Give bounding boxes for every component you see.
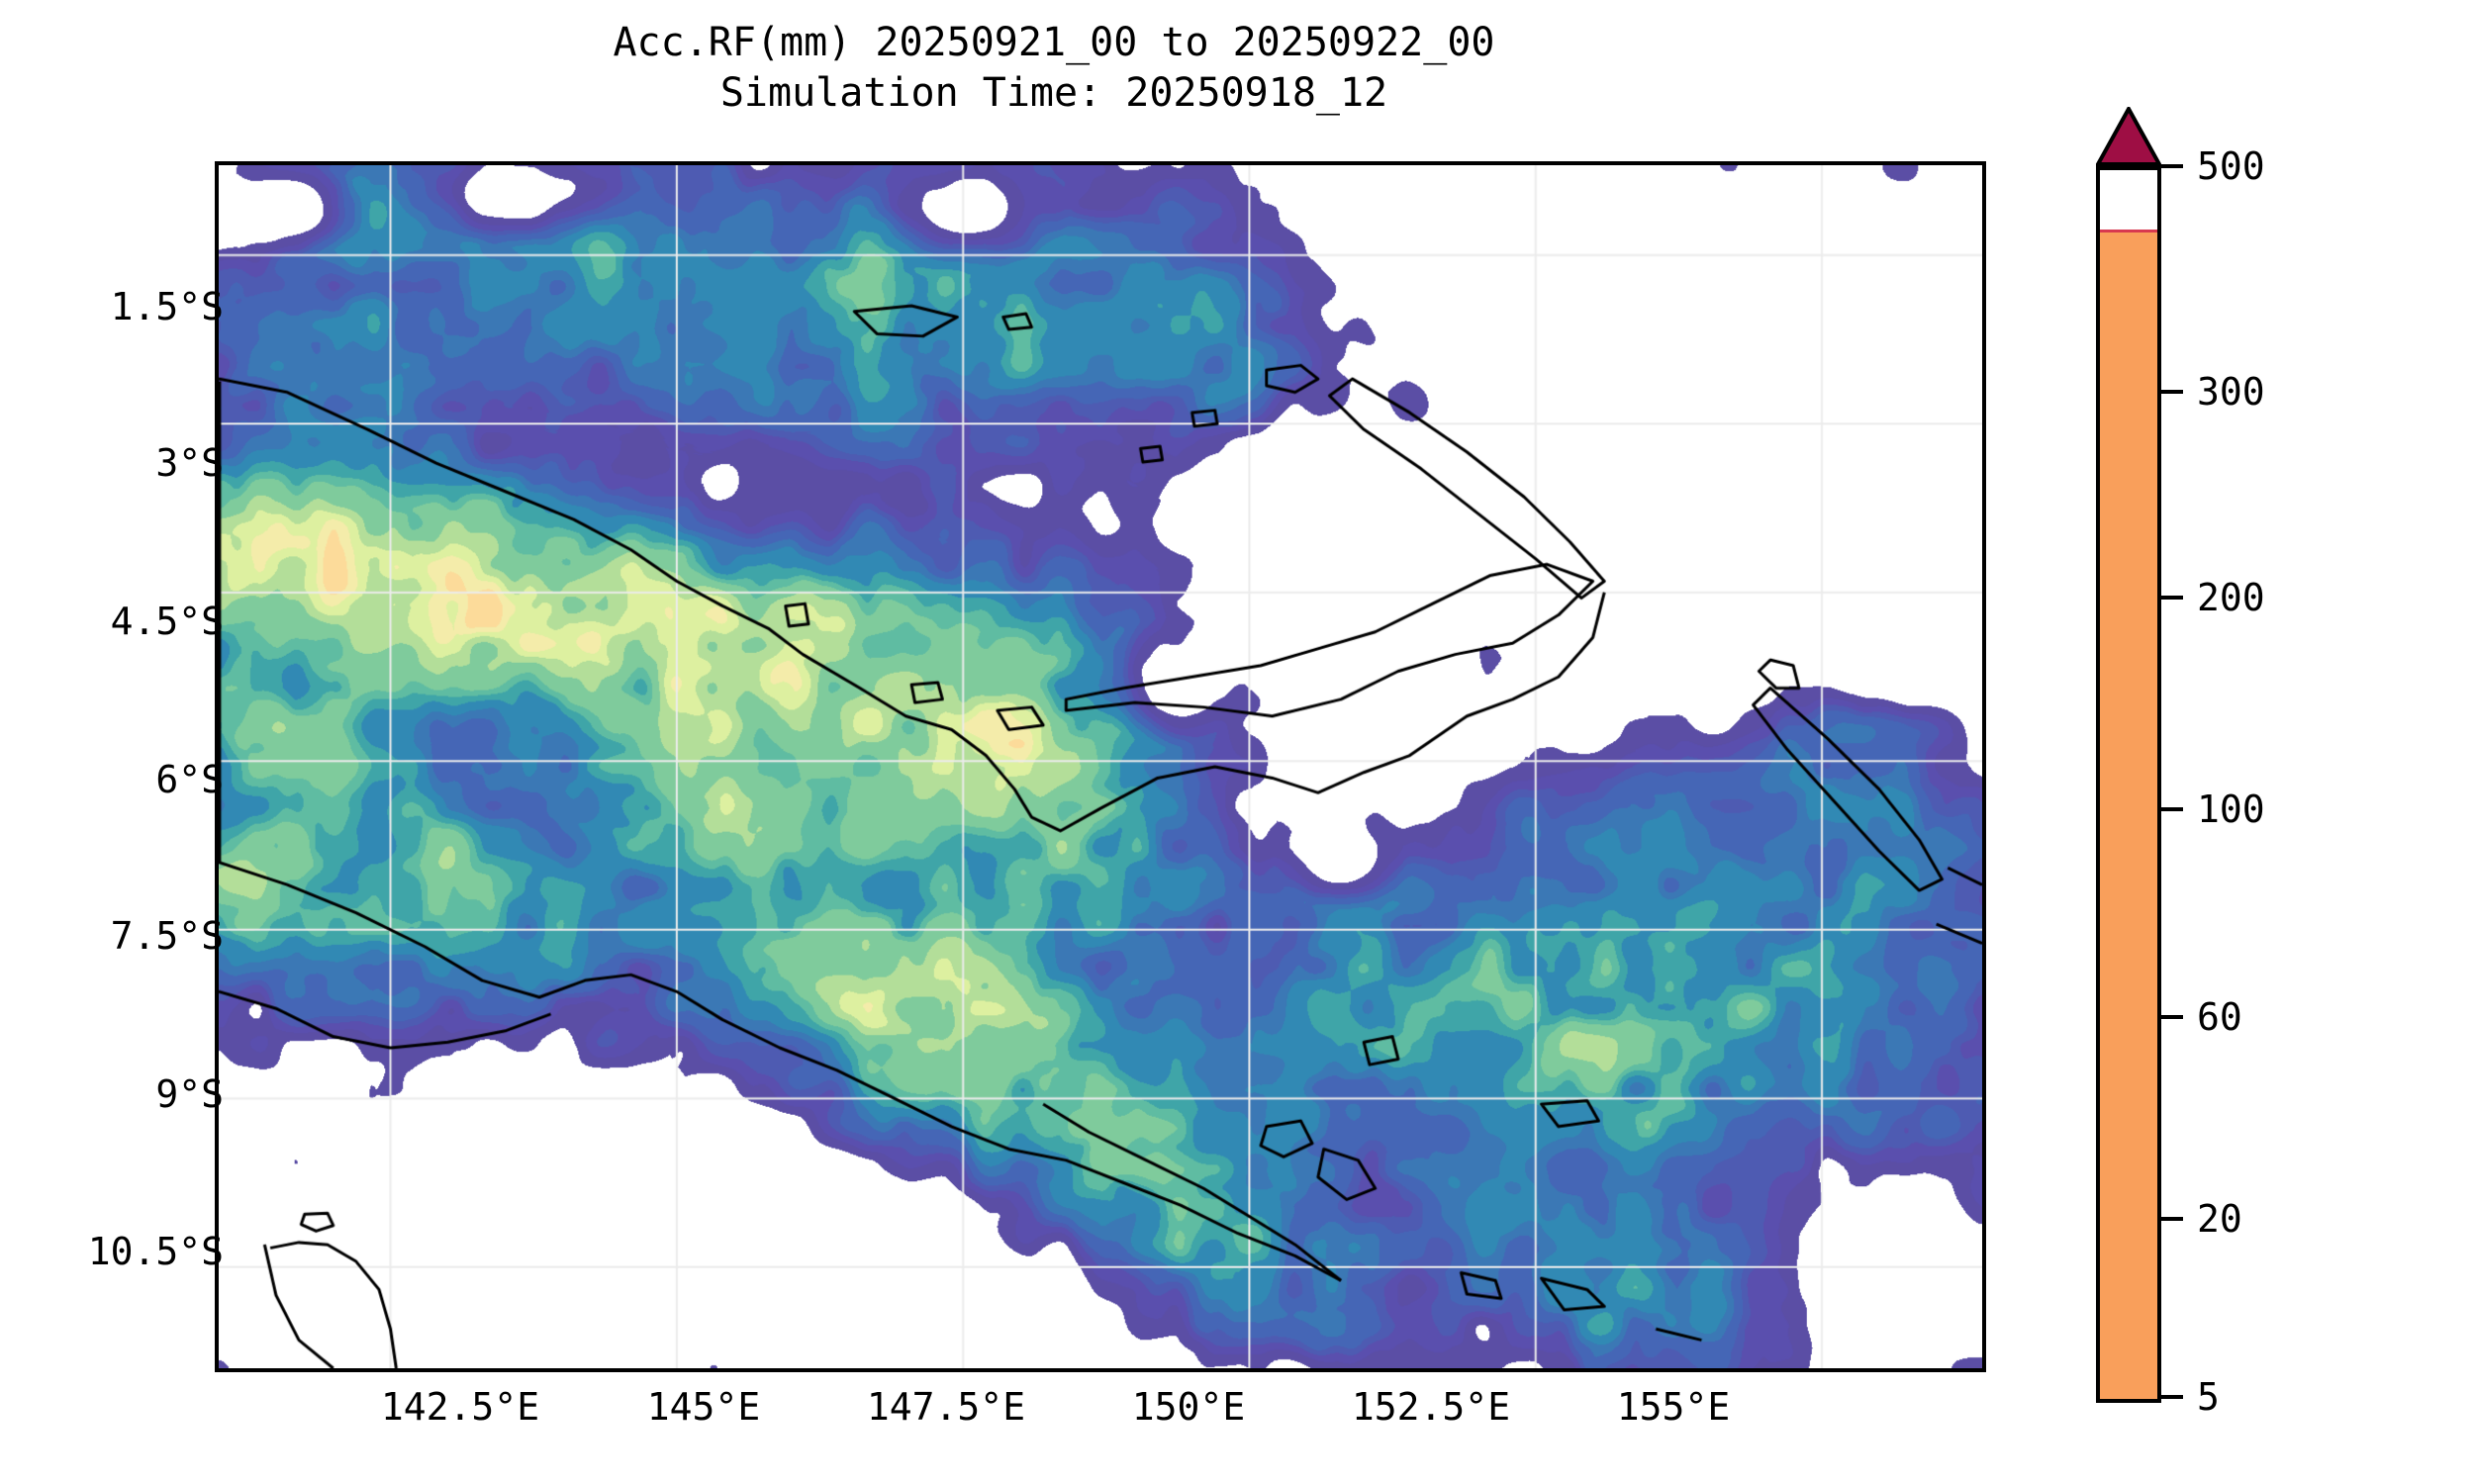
x-tick-label: 150°E (1131, 1385, 1246, 1429)
colorbar-band (2100, 1399, 2157, 1402)
x-tick-label: 152.5°E (1351, 1385, 1511, 1429)
colorbar-band (2100, 1399, 2157, 1402)
colorbar-tick-mark (2161, 596, 2183, 600)
colorbar-extend-arrow-icon (2096, 107, 2161, 166)
y-tick-label: 6°S (155, 758, 224, 801)
map-plot-area (215, 161, 1986, 1372)
colorbar-band (2100, 1399, 2157, 1402)
y-tick-label: 7.5°S (110, 914, 224, 958)
colorbar-tick-mark (2161, 807, 2183, 811)
colorbar-band (2100, 1399, 2157, 1402)
colorbar-tick-label: 20 (2197, 1197, 2242, 1241)
colorbar-band (2100, 1399, 2157, 1402)
colorbar-band (2100, 1399, 2157, 1402)
colorbar-band (2100, 1399, 2157, 1402)
colorbar-tick-label: 300 (2197, 370, 2265, 414)
y-tick-label: 3°S (155, 441, 224, 485)
y-tick-label: 10.5°S (87, 1230, 224, 1273)
x-tick-label: 142.5°E (380, 1385, 540, 1429)
colorbar-band (2100, 229, 2157, 1399)
colorbar-band (2100, 1399, 2157, 1402)
y-tick-label: 4.5°S (110, 600, 224, 643)
colorbar-tick-label: 60 (2197, 995, 2242, 1039)
title-line-2: Simulation Time: 20250918_12 (719, 70, 1388, 117)
colorbar (2096, 107, 2161, 1405)
title-line-1: Acc.RF(mm) 20250921_00 to 20250922_00 (613, 20, 1495, 65)
x-tick-label: 145°E (646, 1385, 761, 1429)
colorbar-band (2100, 1399, 2157, 1402)
colorbar-band (2100, 1399, 2157, 1402)
colorbar-band (2100, 1399, 2157, 1402)
colorbar-band (2100, 229, 2157, 232)
colorbar-tick-mark (2161, 1395, 2183, 1399)
chart-title-block: Acc.RF(mm) 20250921_00 to 20250922_00 Si… (0, 18, 2108, 119)
colorbar-tick-label: 500 (2197, 144, 2265, 188)
colorbar-tick-label: 100 (2197, 788, 2265, 831)
y-tick-label: 9°S (155, 1072, 224, 1116)
colorbar-band (2100, 1399, 2157, 1402)
colorbar-tick-label: 200 (2197, 576, 2265, 619)
x-tick-label: 155°E (1616, 1385, 1731, 1429)
colorbar-tick-label: 5 (2197, 1375, 2220, 1419)
colorbar-tick-mark (2161, 390, 2183, 394)
colorbar-tick-mark (2161, 164, 2183, 168)
y-tick-label: 1.5°S (110, 285, 224, 328)
colorbar-band (2100, 1399, 2157, 1402)
rainfall-contour-map (219, 165, 1982, 1368)
colorbar-tick-mark (2161, 1015, 2183, 1019)
x-tick-label: 147.5°E (866, 1385, 1026, 1429)
colorbar-gradient-bar (2096, 166, 2161, 1403)
colorbar-tick-mark (2161, 1217, 2183, 1221)
